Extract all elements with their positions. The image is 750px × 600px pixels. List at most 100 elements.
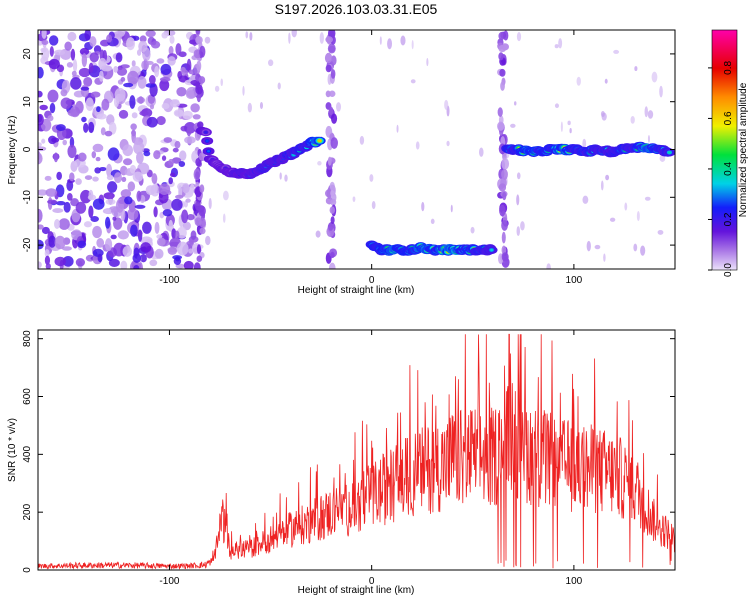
noise-blob xyxy=(97,253,103,263)
noise-blob xyxy=(115,52,123,63)
noise-blob xyxy=(154,65,160,78)
spectrogram-x-tick-label: -100 xyxy=(159,275,179,286)
noise-blob xyxy=(67,109,80,117)
noise-blob xyxy=(49,102,56,114)
streak-blob xyxy=(498,44,507,53)
noise-blob xyxy=(181,183,190,194)
figure-title: S197.2026.103.03.31.E05 xyxy=(275,1,438,17)
noise-blob xyxy=(54,256,66,267)
noise-blob xyxy=(396,124,399,133)
noise-blob xyxy=(67,144,77,159)
noise-blob xyxy=(47,199,58,205)
noise-blob xyxy=(153,206,158,218)
noise-blob xyxy=(95,156,101,162)
noise-blob xyxy=(146,116,158,128)
noise-blob xyxy=(149,259,158,267)
snr-y-tick-label: 0 xyxy=(22,567,33,573)
noise-blob xyxy=(38,152,43,165)
noise-blob xyxy=(75,201,87,214)
snr-x-tick-label: 0 xyxy=(369,576,375,587)
noise-blob xyxy=(245,31,249,39)
noise-blob xyxy=(56,171,62,181)
noise-blob xyxy=(582,138,587,149)
noise-blob xyxy=(554,44,559,49)
noise-blob xyxy=(168,158,175,166)
noise-blob xyxy=(62,255,74,267)
streak-blob xyxy=(196,92,201,103)
noise-blob xyxy=(79,47,90,56)
noise-blob xyxy=(88,189,94,201)
noise-blob xyxy=(55,200,66,206)
snr-y-tick-label: 600 xyxy=(22,388,33,405)
noise-blob xyxy=(140,242,152,253)
noise-blob xyxy=(117,230,129,240)
noise-blob xyxy=(185,198,191,203)
noise-blob xyxy=(136,190,142,202)
noise-blob xyxy=(134,204,146,209)
noise-blob xyxy=(127,70,139,85)
noise-blob xyxy=(72,59,78,73)
noise-blob xyxy=(38,90,43,98)
noise-blob xyxy=(516,226,520,237)
noise-blob xyxy=(145,83,156,88)
noise-blob xyxy=(44,249,50,258)
noise-blob xyxy=(78,67,91,78)
streak-blob xyxy=(499,204,506,217)
noise-blob xyxy=(594,244,601,250)
noise-blob xyxy=(288,32,291,44)
noise-blob xyxy=(159,77,171,82)
noise-blob xyxy=(169,100,181,108)
snr-x-tick-label: -100 xyxy=(159,576,179,587)
streak-blob xyxy=(197,121,204,129)
noise-blob xyxy=(38,261,42,269)
streak-blob xyxy=(198,205,206,217)
noise-blob xyxy=(132,171,144,182)
noise-blob xyxy=(173,109,184,117)
noise-blob xyxy=(181,69,189,76)
streak-blob xyxy=(328,90,336,97)
streak-blob xyxy=(330,190,335,197)
streak-blob xyxy=(502,191,507,201)
noise-blob xyxy=(317,161,322,166)
noise-blob xyxy=(66,61,74,68)
noise-blob xyxy=(107,181,118,193)
noise-blob xyxy=(267,59,274,67)
noise-blob xyxy=(124,196,133,205)
streak-blob xyxy=(501,158,510,170)
noise-blob xyxy=(169,172,176,177)
spectrogram-heatmap xyxy=(38,30,675,269)
noise-blob xyxy=(156,116,166,126)
spectrogram-y-tick-label: -10 xyxy=(22,190,33,205)
noise-blob xyxy=(47,89,59,103)
noise-blob xyxy=(633,243,638,252)
noise-blob xyxy=(205,235,211,246)
noise-blob xyxy=(176,241,189,256)
noise-blob xyxy=(70,77,82,90)
noise-blob xyxy=(644,196,651,201)
noise-blob xyxy=(470,226,475,234)
streak-blob xyxy=(330,137,338,149)
noise-blob xyxy=(163,137,173,143)
noise-blob xyxy=(60,89,68,97)
noise-blob xyxy=(131,112,138,119)
noise-blob xyxy=(222,190,229,201)
noise-blob xyxy=(154,221,160,234)
noise-blob xyxy=(47,115,54,122)
noise-blob xyxy=(171,198,183,211)
noise-blob xyxy=(387,38,393,50)
noise-blob xyxy=(41,30,47,39)
noise-blob xyxy=(510,123,516,128)
streak-blob xyxy=(330,216,335,225)
noise-blob xyxy=(430,218,435,225)
noise-blob xyxy=(38,113,44,126)
noise-blob xyxy=(175,256,181,262)
streak-blob xyxy=(327,156,332,166)
noise-blob xyxy=(634,66,638,72)
noise-blob xyxy=(161,32,168,39)
colorbar-frame xyxy=(711,29,738,271)
noise-blob xyxy=(88,205,94,219)
noise-blob xyxy=(92,176,99,182)
noise-blob xyxy=(410,79,416,84)
